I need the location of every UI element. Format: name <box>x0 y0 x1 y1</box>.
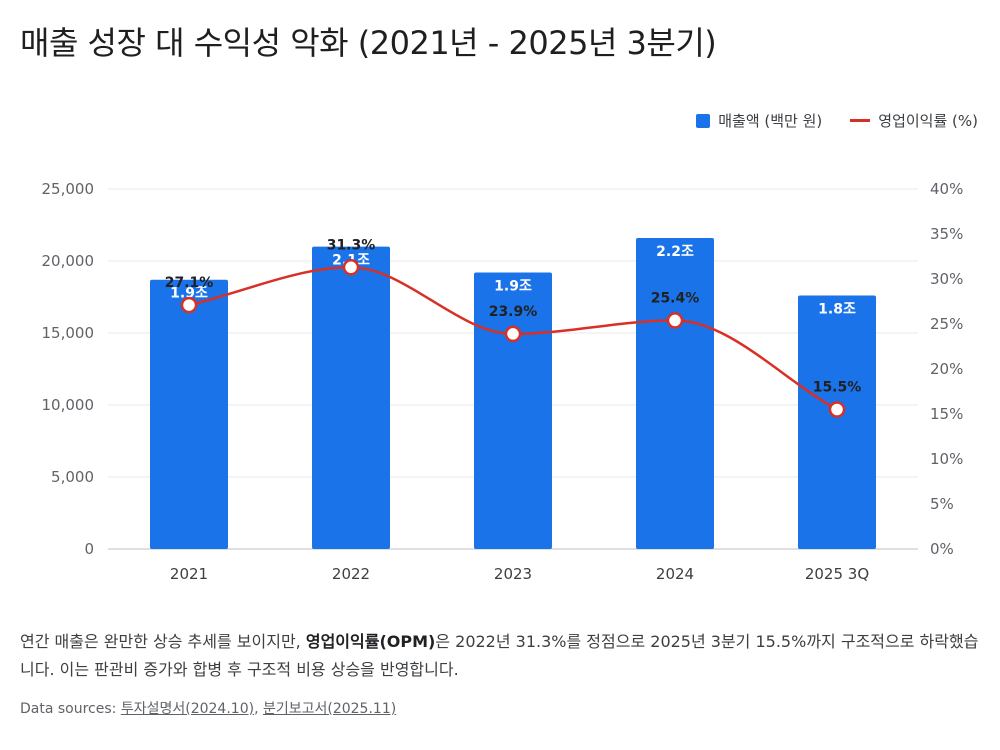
description-text-before: 연간 매출은 완만한 상승 추세를 보이지만, <box>20 632 306 651</box>
x-tick-label: 2023 <box>494 565 532 583</box>
margin-point <box>828 401 846 418</box>
y-left-tick-label: 5,000 <box>51 468 94 486</box>
data-sources: Data sources: 투자설명서(2024.10), 분기보고서(2025… <box>20 698 396 718</box>
margin-value-label: 31.3% <box>327 237 376 253</box>
y-right-tick-label: 0% <box>930 540 954 558</box>
combo-chart: 0 5,000 10,000 15,000 20,000 25,000 0% 5% 10% 15%… <box>42 180 964 583</box>
source-link-prospectus[interactable]: 투자설명서(2024.10) <box>120 701 255 717</box>
x-tick-label: 2025 3Q <box>805 565 869 583</box>
bar-value-label: 1.8조 <box>818 302 856 318</box>
y-right-tick-label: 10% <box>930 450 963 468</box>
y-right-tick-label: 15% <box>930 405 963 423</box>
sources-separator: , <box>254 701 259 717</box>
x-tick-label: 2024 <box>656 565 694 583</box>
margin-point <box>504 325 522 343</box>
description-text-after: 은 2022년 31.3%를 정점으로 2025년 3분기 15.5%까지 구조… <box>20 632 979 679</box>
margin-value-label: 15.5% <box>813 380 862 396</box>
legend-swatch-bar <box>696 113 711 128</box>
margin-point <box>342 259 360 276</box>
bar <box>150 279 228 549</box>
y-right-tick-label: 20% <box>930 360 963 378</box>
margin-point <box>666 312 684 329</box>
sources-label: Data sources: <box>20 701 117 717</box>
description-highlight: 영업이익률(OPM) <box>305 632 436 651</box>
bar-value-label: 1.9조 <box>494 279 532 295</box>
legend-swatch-line <box>850 119 871 122</box>
margin-value-label: 25.4% <box>651 290 700 306</box>
legend: 매출액 (백만 원) 영업이익률 (%) <box>696 110 978 131</box>
legend-item-margin[interactable]: 영업이익률 (%) <box>850 110 978 131</box>
chart-title: 매출 성장 대 수익성 악화 (2021년 - 2025년 3분기) <box>20 24 717 62</box>
margin-point <box>180 296 198 314</box>
y-left-tick-label: 20,000 <box>42 252 95 270</box>
bar <box>312 246 390 549</box>
y-right-tick-label: 5% <box>930 495 954 513</box>
bar <box>474 272 552 549</box>
margin-value-label: 27.1% <box>165 275 214 291</box>
legend-item-revenue[interactable]: 매출액 (백만 원) <box>696 110 822 131</box>
y-left-tick-label: 15,000 <box>42 324 95 342</box>
bar <box>636 237 714 549</box>
y-left-tick-label: 10,000 <box>42 396 95 414</box>
y-left-tick-label: 25,000 <box>42 180 95 198</box>
bar-value-label: 1.9조 <box>170 286 208 302</box>
chart-description: 연간 매출은 완만한 상승 추세를 보이지만, 영업이익률(OPM)은 2022… <box>20 628 980 684</box>
source-link-quarterly-report[interactable]: 분기보고서(2025.11) <box>262 701 397 717</box>
legend-label-margin: 영업이익률 (%) <box>878 112 978 130</box>
y-right-tick-label: 40% <box>930 180 963 198</box>
margin-value-label: 23.9% <box>489 304 538 320</box>
legend-label-revenue: 매출액 (백만 원) <box>718 112 823 130</box>
x-tick-label: 2022 <box>332 565 370 583</box>
y-right-tick-label: 35% <box>930 225 963 243</box>
y-right-tick-label: 25% <box>930 315 963 333</box>
x-tick-label: 2021 <box>170 565 208 583</box>
y-right-tick-label: 30% <box>930 270 963 288</box>
y-left-tick-label: 0 <box>84 540 94 558</box>
bar <box>798 295 876 549</box>
bar-value-label: 2.2조 <box>656 244 694 260</box>
